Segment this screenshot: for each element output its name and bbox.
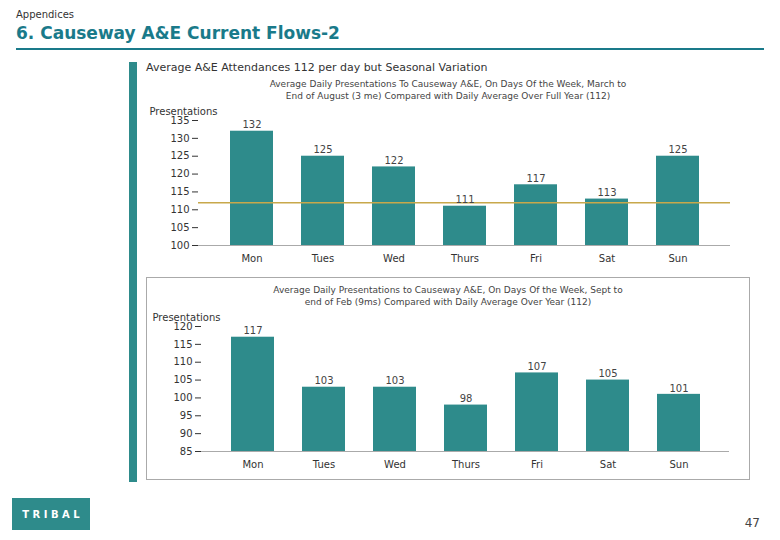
html-text:Appendices: Appendices — [16, 9, 74, 20]
svg-text:110: 110 — [173, 356, 192, 367]
svg-text:115: 115 — [173, 339, 192, 350]
html-text:T R I B A L: T R I B A L — [22, 508, 80, 520]
svg-text:125: 125 — [668, 144, 687, 155]
svg-text:122: 122 — [384, 155, 403, 166]
svg-text:90: 90 — [180, 428, 193, 439]
svg-text:98: 98 — [460, 393, 473, 404]
svg-text:125: 125 — [170, 150, 189, 161]
svg-text:100: 100 — [173, 392, 192, 403]
svg-text:Fri: Fri — [530, 253, 542, 264]
svg-text:100: 100 — [170, 240, 189, 251]
svg-text:Presentations: Presentations — [150, 106, 218, 117]
svg-text:Tues: Tues — [312, 459, 335, 470]
svg-text:105: 105 — [170, 222, 189, 233]
svg-text:85: 85 — [180, 446, 193, 457]
svg-text:Mon: Mon — [241, 253, 262, 264]
svg-text:95: 95 — [180, 410, 193, 421]
svg-text:120: 120 — [173, 320, 193, 332]
svg-text:111: 111 — [455, 194, 474, 205]
svg-text:101: 101 — [669, 383, 688, 394]
svg-text:Presentations: Presentations — [153, 312, 221, 323]
svg-text:107: 107 — [527, 361, 546, 372]
svg-text:Thurs: Thurs — [450, 253, 479, 264]
svg-text:Thurs: Thurs — [451, 459, 480, 470]
html-text:Average Daily Presentations To: Average Daily Presentations To Causeway … — [269, 79, 627, 101]
svg-text:120: 120 — [170, 168, 189, 179]
svg-text:125: 125 — [313, 144, 332, 155]
svg-text:Mon: Mon — [242, 459, 263, 470]
svg-text:132: 132 — [242, 119, 261, 130]
svg-text:Sun: Sun — [669, 459, 688, 470]
svg-text:115: 115 — [170, 186, 189, 197]
html-text:47: 47 — [744, 516, 760, 530]
svg-text:Wed: Wed — [383, 253, 405, 264]
html-text:6. Causeway A&E Current Flows-: 6. Causeway A&E Current Flows-2 — [16, 23, 340, 43]
svg-text:103: 103 — [385, 375, 404, 386]
html-text:Average Daily Presentations to: Average Daily Presentations to Causeway … — [273, 285, 623, 307]
svg-text:110: 110 — [170, 204, 189, 215]
svg-text:Sun: Sun — [668, 253, 687, 264]
svg-text:117: 117 — [526, 173, 545, 184]
svg-text:105: 105 — [598, 368, 617, 379]
svg-text:105: 105 — [173, 374, 192, 385]
svg-text:Wed: Wed — [384, 459, 406, 470]
svg-text:Tues: Tues — [311, 253, 334, 264]
svg-text:Sat: Sat — [600, 459, 616, 470]
svg-text:117: 117 — [243, 325, 262, 336]
svg-text:135: 135 — [170, 114, 190, 126]
svg-text:Fri: Fri — [531, 459, 543, 470]
svg-text:Sat: Sat — [599, 253, 615, 264]
html-text:Average A&E Attendances 112 pe: Average A&E Attendances 112 per day but … — [146, 61, 488, 74]
svg-text:130: 130 — [170, 133, 189, 144]
svg-text:113: 113 — [597, 187, 616, 198]
svg-text:103: 103 — [314, 375, 333, 386]
